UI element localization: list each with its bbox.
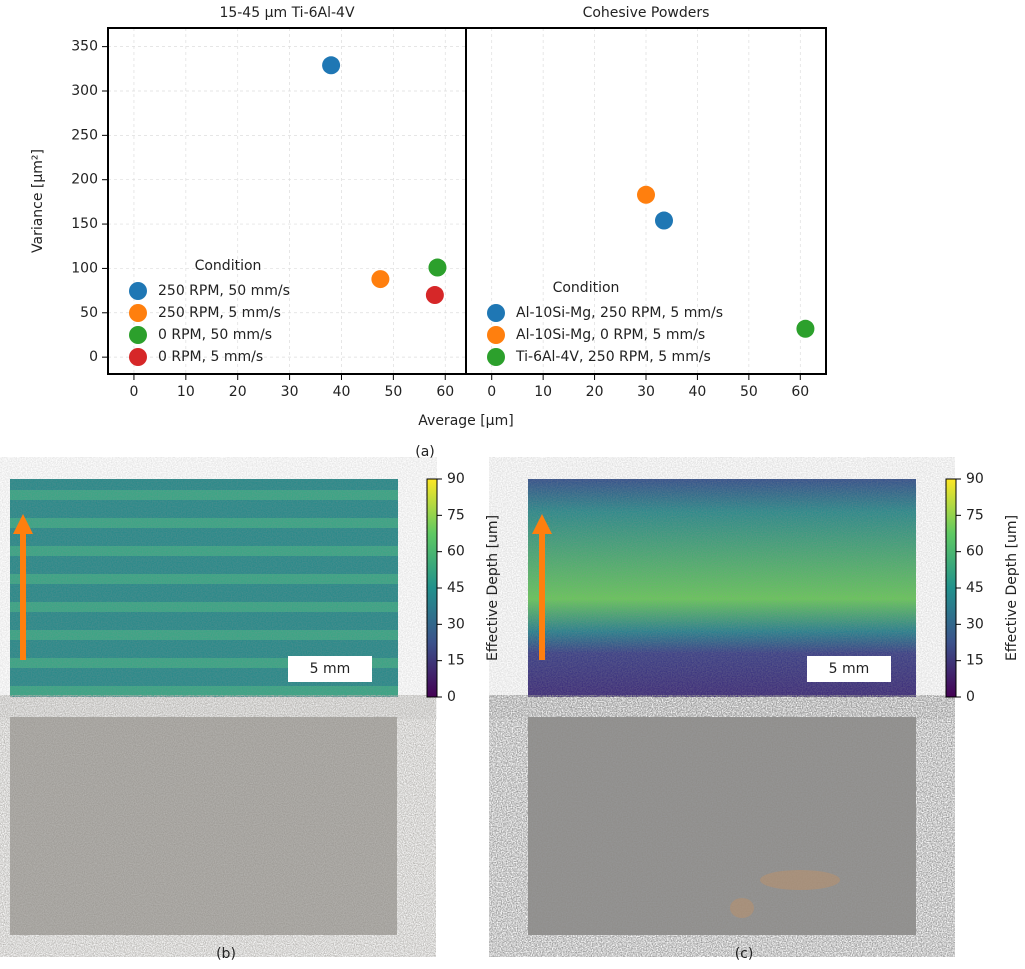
x-tick-label: 60 — [791, 384, 809, 400]
x-tick-label: 10 — [177, 384, 195, 400]
legend-label: 250 RPM, 5 mm/s — [158, 305, 281, 321]
legend-label: Al-10Si-Mg, 0 RPM, 5 mm/s — [516, 327, 705, 343]
legend-label: Al-10Si-Mg, 250 RPM, 5 mm/s — [516, 305, 723, 321]
photo-b — [10, 717, 397, 935]
data-point — [637, 185, 655, 204]
colorbar-tick-label: 0 — [447, 689, 456, 705]
subplot-title: 15-45 µm Ti-6Al-4V — [219, 5, 355, 21]
colorbar-tick-label: 90 — [447, 471, 465, 487]
photo-c — [528, 717, 916, 935]
x-tick-label: 10 — [534, 384, 552, 400]
y-tick-label: 50 — [80, 305, 98, 321]
x-tick-label: 30 — [281, 384, 299, 400]
colorbar-label: Effective Depth [um] — [1004, 515, 1020, 661]
depth-map-b — [10, 479, 398, 697]
y-tick-label: 300 — [71, 83, 98, 99]
colorbar-tick-label: 30 — [966, 616, 984, 632]
data-point — [425, 286, 444, 305]
colorbar-tick-label: 45 — [966, 580, 984, 596]
legend-marker — [487, 326, 505, 344]
colorbar-tick-label: 15 — [447, 653, 465, 669]
depth-map-c — [528, 479, 916, 697]
scale-bar-label: 5 mm — [829, 661, 870, 677]
caption: (b) — [216, 946, 236, 962]
y-tick-label: 350 — [71, 39, 98, 55]
y-tick-label: 250 — [71, 127, 98, 143]
y-tick-label: 150 — [71, 216, 98, 232]
colorbar-tick-label: 0 — [966, 689, 975, 705]
data-point — [655, 211, 673, 230]
colorbar-tick-label: 15 — [966, 653, 984, 669]
scale-bar-label: 5 mm — [310, 661, 351, 677]
colorbar-tick-label: 75 — [447, 507, 465, 523]
caption: (c) — [735, 946, 754, 962]
plot-frame — [107, 27, 467, 375]
legend-marker — [129, 282, 147, 300]
x-tick-label: 20 — [586, 384, 604, 400]
legend-title: Condition — [195, 258, 262, 274]
colorbar-tick-label: 60 — [447, 544, 465, 560]
legend-marker — [129, 326, 147, 344]
data-point — [322, 56, 341, 75]
x-tick-label: 20 — [229, 384, 247, 400]
x-axis-label: Average [µm] — [418, 413, 513, 429]
legend-label: 0 RPM, 50 mm/s — [158, 327, 272, 343]
colorbar-tick-label: 45 — [447, 580, 465, 596]
legend-label: 250 RPM, 50 mm/s — [158, 283, 290, 299]
legend-marker — [129, 348, 147, 366]
y-tick-label: 200 — [71, 172, 98, 188]
legend-marker — [487, 304, 505, 322]
x-tick-label: 0 — [129, 384, 138, 400]
caption: (a) — [415, 444, 435, 460]
x-tick-label: 30 — [637, 384, 655, 400]
colorbar — [945, 478, 957, 698]
data-point — [796, 319, 815, 338]
x-tick-label: 60 — [436, 384, 454, 400]
colorbar-tick-label: 60 — [966, 544, 984, 560]
y-tick-label: 0 — [89, 349, 98, 365]
legend-label: Ti-6Al-4V, 250 RPM, 5 mm/s — [515, 349, 711, 365]
colorbar-tick-label: 75 — [966, 507, 984, 523]
y-tick-label: 100 — [71, 260, 98, 276]
data-point — [428, 258, 447, 277]
x-tick-label: 40 — [689, 384, 707, 400]
y-axis-label: Variance [µm²] — [30, 149, 46, 253]
x-tick-label: 40 — [333, 384, 351, 400]
x-tick-label: 50 — [740, 384, 758, 400]
legend-title: Condition — [553, 280, 620, 296]
colorbar — [426, 478, 438, 698]
legend-marker — [129, 304, 147, 322]
legend-label: 0 RPM, 5 mm/s — [158, 349, 263, 365]
colorbar-label: Effective Depth [um] — [485, 515, 501, 661]
colorbar-tick-label: 90 — [966, 471, 984, 487]
x-tick-label: 0 — [487, 384, 496, 400]
plot-frame — [465, 27, 827, 375]
legend-marker — [487, 348, 505, 366]
colorbar-tick-label: 30 — [447, 616, 465, 632]
x-tick-label: 50 — [384, 384, 402, 400]
subplot-title: Cohesive Powders — [583, 5, 710, 21]
data-point — [371, 270, 390, 289]
